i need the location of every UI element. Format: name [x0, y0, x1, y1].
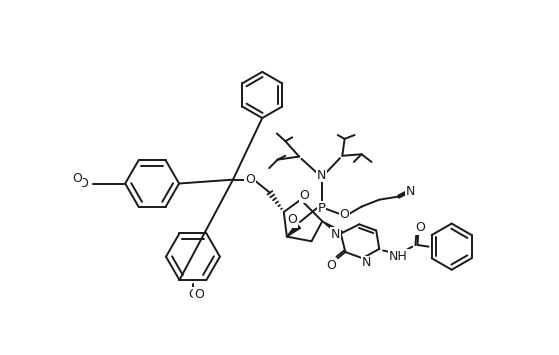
Polygon shape	[287, 224, 301, 237]
Text: P: P	[318, 202, 325, 215]
Text: N: N	[317, 169, 326, 181]
Text: O: O	[73, 173, 82, 185]
Text: N: N	[362, 256, 371, 269]
Text: O: O	[340, 208, 349, 221]
Text: O: O	[287, 213, 297, 226]
Text: O: O	[300, 189, 310, 202]
Text: N: N	[405, 185, 415, 198]
Polygon shape	[323, 221, 342, 236]
Text: O: O	[245, 173, 255, 186]
Text: O: O	[326, 259, 337, 272]
Text: O: O	[188, 288, 198, 301]
Text: O: O	[415, 221, 425, 234]
Text: O: O	[79, 177, 88, 190]
Text: O: O	[288, 214, 297, 227]
Text: NH: NH	[389, 250, 408, 263]
Text: O: O	[194, 288, 204, 301]
Text: N: N	[331, 228, 340, 241]
Text: P: P	[318, 202, 325, 215]
Text: N: N	[317, 169, 326, 181]
